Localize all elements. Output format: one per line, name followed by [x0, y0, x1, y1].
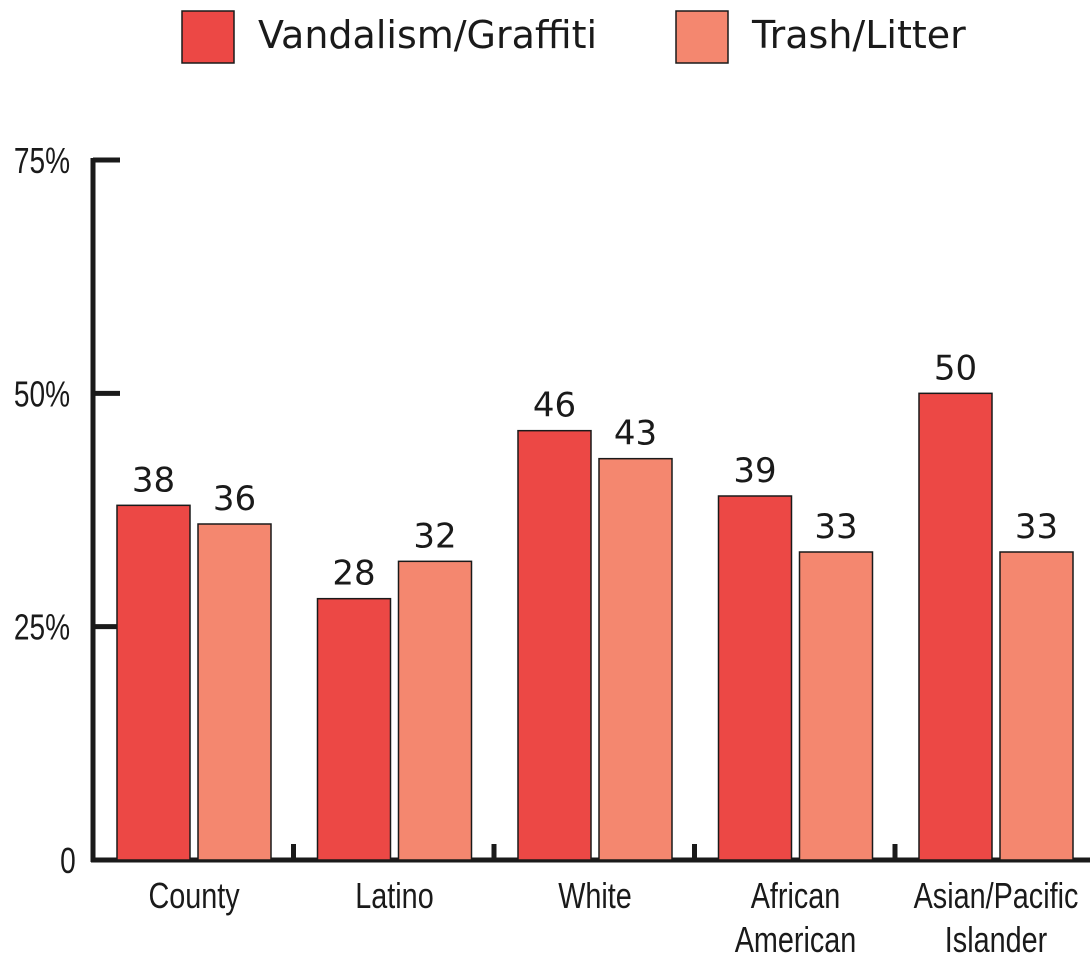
legend-swatch-1: [675, 10, 729, 64]
bars: [116, 392, 1074, 861]
legend-label-0: Vandalism/Graffiti: [258, 13, 597, 57]
bar-1-1: [397, 560, 473, 861]
value-label-4-0: 50: [934, 348, 977, 388]
y-tick-label-2: 50%: [14, 374, 70, 414]
bar-0-0: [116, 504, 191, 861]
axes: 0 25% 50% 75% County Latino White AfricanAmeric…: [14, 141, 1090, 960]
category-label-2: White: [558, 875, 632, 916]
category-label-4-0: Asian/Pacific: [914, 875, 1079, 916]
y-tick-label-1: 25%: [14, 607, 70, 647]
bar-2-1: [598, 457, 673, 861]
bar-3-1: [798, 551, 874, 861]
legend-swatch-0: [181, 10, 235, 64]
value-label-1-0: 28: [332, 554, 375, 594]
category-label-0: County: [148, 875, 240, 916]
value-label-0-0: 38: [132, 460, 175, 500]
bar-4-0: [918, 392, 993, 861]
category-label-3-1: American: [735, 919, 857, 960]
value-label-0-1: 36: [213, 479, 256, 519]
category-label-4-1: Islander: [945, 919, 1048, 960]
category-label-1: Latino: [355, 875, 433, 916]
value-label-4-1: 33: [1015, 507, 1058, 547]
bar-4-1: [999, 551, 1074, 861]
value-label-3-0: 39: [733, 451, 776, 491]
legend-label-1: Trash/Litter: [751, 13, 966, 57]
bar-3-0: [717, 495, 793, 861]
value-label-3-1: 33: [814, 507, 857, 547]
value-label-1-1: 32: [413, 516, 456, 556]
value-label-2-0: 46: [533, 386, 576, 426]
value-labels: 38 36 28 32 46 43 39 33 50 33: [132, 348, 1058, 593]
category-label-3-0: African: [751, 875, 841, 916]
bar-1-0: [316, 597, 392, 861]
bar-0-1: [197, 523, 272, 861]
legend: Vandalism/Graffiti Trash/Litter: [181, 10, 966, 64]
bar-2-0: [517, 429, 592, 861]
y-tick-label-3: 75%: [14, 141, 70, 181]
value-label-2-1: 43: [614, 414, 657, 454]
y-tick-label-0: 0: [60, 841, 76, 881]
